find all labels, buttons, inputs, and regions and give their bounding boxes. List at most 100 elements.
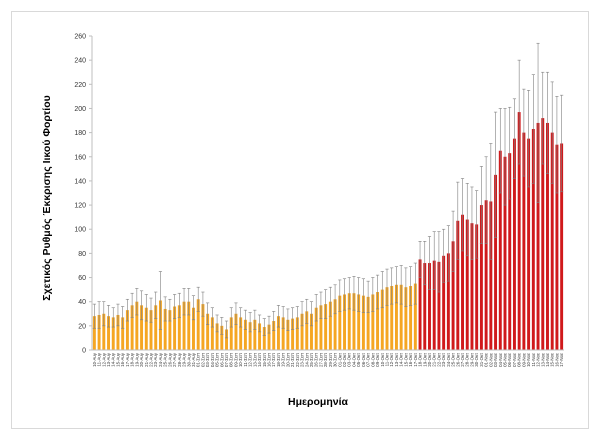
x-tick-label: 12-Αυγ (101, 352, 106, 367)
error-bar (116, 303, 120, 327)
x-tick-label: 28-Σεπ (323, 353, 328, 367)
error-bar (361, 278, 365, 313)
bar (140, 305, 144, 350)
x-tick-label: 15-Σεπ (262, 353, 267, 367)
x-tick-label: 21-Αυγ (144, 352, 149, 367)
bar (479, 205, 483, 350)
error-bar (357, 277, 361, 312)
bar (333, 299, 337, 350)
x-tick-label: 31-Αυγ (191, 352, 196, 367)
bar (475, 224, 479, 350)
x-tick-label: 07-Σεπ (224, 353, 229, 367)
error-bar (437, 231, 441, 293)
error-bar (470, 186, 474, 260)
x-tick-label: 13-Οκτ (394, 353, 399, 367)
x-tick-label: 02-Νοε (488, 353, 493, 367)
bar (470, 223, 474, 350)
error-bar (215, 314, 219, 333)
bar (111, 317, 115, 350)
error-bar (456, 181, 460, 260)
x-tick-label: 25-Οκτ (451, 353, 456, 367)
error-bar (550, 81, 554, 184)
x-tick-label: 11-Οκτ (385, 353, 390, 367)
y-tick-label: 140 (74, 178, 86, 185)
x-tick-label: 10-Αυγ (92, 352, 97, 367)
x-tick-label: 30-Οκτ (474, 353, 479, 367)
bar (404, 287, 408, 350)
error-bar (555, 96, 559, 194)
bar (390, 285, 394, 350)
error-bar (257, 314, 262, 333)
error-bar (460, 178, 465, 252)
x-tick-label: 17-Αυγ (125, 352, 130, 367)
bar (125, 310, 129, 350)
x-tick-label: 17-Νοε (559, 353, 564, 367)
x-tick-label: 15-Αυγ (115, 352, 120, 367)
x-tick-label: 03-Σεπ (205, 353, 210, 367)
error-bar (92, 303, 96, 329)
bar (541, 118, 545, 351)
y-tick-label: 220 (74, 82, 86, 89)
x-tick-label: 22-Αυγ (149, 352, 154, 367)
error-bar (512, 98, 517, 179)
x-tick-label: 06-Οκτ (361, 353, 366, 367)
bar (135, 301, 139, 350)
bar (522, 132, 526, 350)
error-bar (182, 288, 186, 316)
error-bar (493, 111, 498, 238)
x-tick-label: 21-Οκτ (432, 353, 437, 367)
bar (182, 301, 186, 350)
x-tick-label: 10-Νοε (526, 353, 531, 367)
axes-group (89, 35, 564, 351)
y-tick-label: 100 (74, 227, 86, 234)
x-tick-label: 05-Νοε (503, 353, 508, 367)
bar (489, 201, 493, 350)
error-bar (234, 302, 238, 325)
bar (560, 143, 564, 350)
x-tick-label: 29-Σεπ (328, 353, 333, 367)
x-tick-label: 21-Σεπ (290, 353, 295, 367)
x-tick-label: 18-Οκτ (418, 353, 423, 367)
x-tick-label: 19-Οκτ (422, 353, 427, 367)
x-tick-label: 09-Οκτ (375, 353, 380, 367)
error-bar (201, 291, 205, 317)
x-tick-label: 01-Οκτ (337, 353, 342, 367)
error-bar (154, 291, 158, 319)
bar (116, 314, 120, 350)
bar (310, 313, 313, 350)
x-tick-label: 18-Αυγ (130, 352, 135, 367)
bar (276, 316, 280, 350)
bar (102, 313, 106, 350)
y-tick-labels: 0 20 40 60 80 100 120 140 160 180 200 220 240 260 (74, 34, 86, 355)
bar (366, 296, 370, 350)
x-tick-label: 06-Σεπ (219, 353, 224, 367)
error-bar (409, 266, 413, 306)
error-bar (267, 315, 271, 334)
error-bar (404, 267, 408, 307)
error-bar (375, 274, 380, 310)
x-tick-label: 14-Σεπ (257, 353, 262, 367)
error-bar (527, 90, 531, 188)
error-bar (489, 143, 493, 260)
bar (234, 313, 238, 350)
x-tick-label: 27-Σεπ (318, 353, 323, 367)
chart-frame: 0 20 40 60 80 100 120 140 160 180 200 220 240 260 10-… (11, 11, 589, 429)
bar (498, 150, 502, 350)
bar (262, 327, 266, 350)
bar (314, 307, 318, 350)
error-bar (394, 266, 399, 304)
error-bar (531, 74, 535, 184)
error-bar (371, 277, 375, 312)
bar (258, 323, 262, 350)
y-tick-label: 60 (78, 275, 86, 282)
bar (343, 294, 346, 350)
x-tick-label: 19-Σεπ (281, 353, 286, 367)
y-tick-label: 20 (78, 323, 86, 330)
x-tick-label: 25-Αυγ (163, 352, 168, 367)
bar (399, 284, 403, 350)
x-tick-label: 28-Οκτ (465, 353, 470, 367)
y-tick-label: 40 (78, 299, 86, 306)
error-bar (338, 279, 342, 312)
error-bar (286, 308, 290, 331)
error-bar (149, 297, 153, 323)
